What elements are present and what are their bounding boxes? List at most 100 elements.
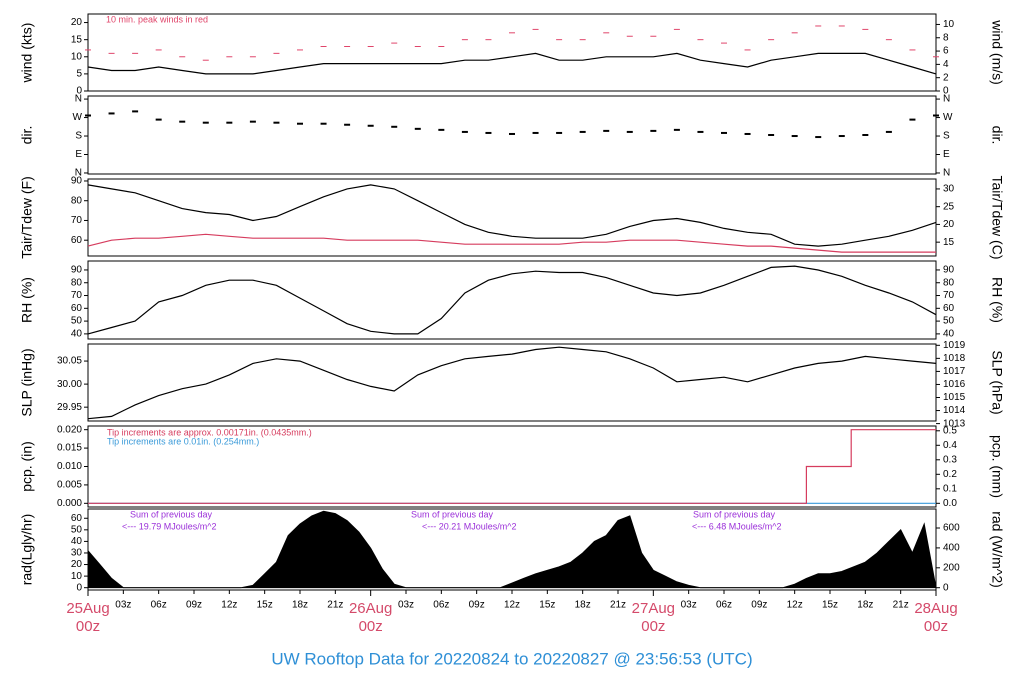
y-tick-label: 80	[71, 195, 83, 206]
panel-frame	[87, 343, 937, 422]
y-tick-label: 0.015	[57, 443, 82, 454]
series-line	[87, 346, 937, 420]
y2-tick-label: 40	[943, 329, 955, 340]
y-tick-label: 40	[71, 329, 83, 340]
y2-tick-label: 0.2	[943, 469, 957, 480]
y2-tick-label: 80	[943, 277, 955, 288]
y-tick-label: 60	[71, 303, 83, 314]
date-label: 26Aug	[349, 600, 392, 617]
date-hour-label: 00z	[76, 618, 100, 635]
x-tick-label: 15z	[257, 600, 273, 611]
annotation: 10 min. peak winds in red	[106, 14, 208, 24]
y-tick-label: 0	[76, 582, 82, 593]
y-tick-label: 10	[71, 571, 83, 582]
y2-tick-label: 25	[943, 201, 955, 212]
y-tick-label: 90	[71, 265, 83, 276]
annotation: Tip increments are approx. 0.00171in. (0…	[107, 427, 312, 437]
y2-tick-label: 60	[943, 303, 955, 314]
y-tick-label: 5	[76, 69, 82, 80]
y2-tick-label: E	[943, 149, 950, 160]
y2-tick-label: 2	[943, 72, 949, 83]
y2-tick-label: 70	[943, 290, 955, 301]
date-hour-label: 00z	[641, 618, 665, 635]
y-tick-label: 30	[71, 548, 83, 559]
x-tick-label: 15z	[822, 600, 838, 611]
y2-tick-label: 6	[943, 46, 949, 57]
y2-tick-label: 1014	[943, 405, 966, 416]
y-tick-label: 60	[71, 513, 83, 524]
y2-tick-label: 90	[943, 265, 955, 276]
y-tick-label: 29.95	[57, 402, 82, 413]
y2-tick-label: 200	[943, 562, 960, 573]
x-tick-label: 21z	[610, 600, 626, 611]
y-tick-label: 70	[71, 290, 83, 301]
panel-frame	[87, 13, 937, 92]
x-tick-label: 06z	[716, 600, 732, 611]
y-tick-label: 50	[71, 316, 83, 327]
y2-tick-label: 1016	[943, 379, 966, 390]
y2-axis-label: SLP (hPa)	[989, 350, 1005, 414]
y2-tick-label: 1019	[943, 340, 966, 351]
y2-tick-label: 1018	[943, 353, 966, 364]
series-line	[87, 184, 937, 247]
y2-tick-label: 50	[943, 316, 955, 327]
y-tick-label: 70	[71, 215, 83, 226]
y-tick-label: 15	[71, 34, 83, 45]
y2-tick-label: 0.0	[943, 498, 957, 509]
radiation-area	[87, 510, 937, 589]
annotation: <--- 19.79 MJoules/m^2	[122, 521, 217, 531]
y2-tick-label: N	[943, 94, 950, 105]
x-tick-label: 21z	[893, 600, 909, 611]
y2-axis-label: dir.	[989, 126, 1005, 145]
x-tick-label: 12z	[221, 600, 237, 611]
series-line	[87, 233, 936, 253]
y2-tick-label: 0.3	[943, 454, 957, 465]
y2-tick-label: W	[943, 112, 953, 123]
y2-axis-label: Tair/Tdew (C)	[989, 175, 1005, 259]
x-tick-label: 21z	[327, 600, 343, 611]
y-tick-label: 0.000	[57, 498, 82, 509]
y2-tick-label: 400	[943, 543, 960, 554]
annotation: Sum of previous day	[693, 509, 776, 519]
annotation: Sum of previous day	[411, 509, 494, 519]
y-axis-label: SLP (inHg)	[19, 348, 35, 416]
x-tick-label: 18z	[575, 600, 591, 611]
y2-tick-label: 20	[943, 219, 955, 230]
y2-axis-label: pcp. (mm)	[989, 435, 1005, 498]
panel-frame	[87, 95, 937, 175]
y-tick-label: W	[73, 112, 83, 123]
y2-tick-label: 8	[943, 32, 949, 43]
annotation: Tip increments are 0.01in. (0.254mm.)	[107, 436, 259, 446]
y2-tick-label: 0.1	[943, 483, 957, 494]
y-tick-label: 20	[71, 559, 83, 570]
x-tick-label: 03z	[681, 600, 697, 611]
x-tick-label: 15z	[539, 600, 555, 611]
y-tick-label: 0.005	[57, 480, 82, 491]
annotation: <--- 20.21 MJoules/m^2	[422, 521, 517, 531]
x-tick-label: 09z	[469, 600, 485, 611]
y-tick-label: 30.05	[57, 356, 82, 367]
y2-tick-label: 15	[943, 237, 955, 248]
y-tick-label: E	[75, 149, 82, 160]
y-tick-label: 0.020	[57, 424, 82, 435]
y-tick-label: 80	[71, 277, 83, 288]
y-tick-label: 30.00	[57, 379, 82, 390]
date-label: 27Aug	[632, 600, 675, 617]
y2-tick-label: 30	[943, 184, 955, 195]
x-tick-label: 12z	[504, 600, 520, 611]
y-tick-label: 0	[76, 86, 82, 97]
y-tick-label: 10	[71, 51, 83, 62]
y-tick-label: 50	[71, 524, 83, 535]
y-tick-label: N	[75, 168, 82, 179]
annotation: <--- 6.48 MJoules/m^2	[692, 521, 782, 531]
y2-tick-label: 1015	[943, 392, 966, 403]
y-tick-label: 40	[71, 536, 83, 547]
date-label: 28Aug	[914, 600, 957, 617]
y2-tick-label: 4	[943, 59, 949, 70]
y2-axis-label: rad (W/m^2)	[989, 511, 1005, 588]
x-tick-label: 18z	[857, 600, 873, 611]
date-hour-label: 00z	[359, 618, 383, 635]
page-title: UW Rooftop Data for 20220824 to 20220827…	[271, 649, 752, 668]
y2-tick-label: 0.4	[943, 440, 957, 451]
